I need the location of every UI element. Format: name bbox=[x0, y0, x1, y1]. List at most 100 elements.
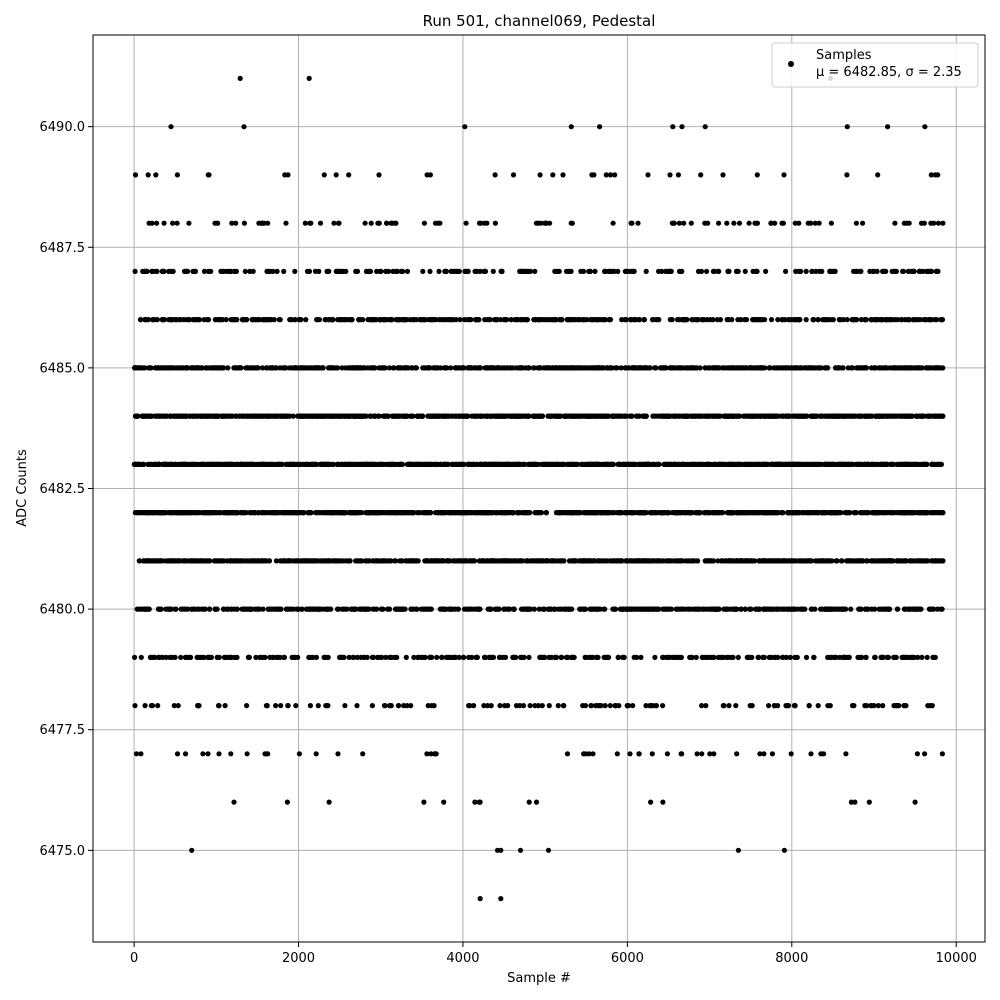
data-point bbox=[730, 606, 736, 612]
data-point bbox=[314, 461, 320, 467]
data-point bbox=[555, 558, 561, 564]
data-point bbox=[863, 654, 869, 661]
data-point bbox=[384, 509, 390, 516]
data-point bbox=[648, 703, 655, 709]
data-point bbox=[213, 558, 219, 564]
data-point bbox=[914, 751, 921, 757]
data-point bbox=[746, 654, 752, 661]
data-point bbox=[905, 654, 911, 661]
data-point bbox=[441, 799, 447, 805]
data-point bbox=[221, 509, 227, 516]
data-point bbox=[728, 413, 734, 419]
data-point bbox=[340, 461, 346, 467]
data-point bbox=[304, 606, 310, 612]
data-point bbox=[631, 654, 637, 661]
data-point bbox=[692, 461, 698, 467]
data-point bbox=[259, 413, 265, 419]
data-point bbox=[916, 606, 922, 612]
data-point bbox=[940, 558, 946, 564]
data-point bbox=[787, 654, 793, 661]
data-point bbox=[487, 654, 493, 661]
data-point bbox=[679, 606, 685, 612]
data-point bbox=[133, 751, 140, 757]
data-point bbox=[783, 703, 789, 709]
data-point bbox=[668, 606, 675, 612]
data-point bbox=[219, 413, 225, 419]
data-point bbox=[155, 413, 162, 419]
data-point bbox=[303, 558, 309, 564]
data-point bbox=[171, 703, 177, 709]
data-point bbox=[220, 606, 227, 612]
data-point bbox=[821, 509, 827, 516]
data-point bbox=[190, 509, 196, 516]
data-point bbox=[808, 751, 814, 757]
data-point bbox=[142, 703, 148, 709]
data-point bbox=[525, 461, 531, 467]
data-point bbox=[679, 558, 685, 564]
data-point bbox=[636, 413, 643, 419]
data-point bbox=[199, 461, 205, 467]
data-point bbox=[479, 413, 485, 419]
data-point bbox=[872, 509, 878, 516]
data-point bbox=[442, 606, 448, 612]
data-point bbox=[232, 509, 238, 516]
data-point bbox=[623, 509, 629, 516]
data-point bbox=[272, 413, 279, 419]
data-point bbox=[393, 558, 399, 564]
data-point bbox=[663, 461, 670, 467]
data-point bbox=[222, 703, 228, 709]
data-point bbox=[174, 751, 181, 757]
data-point bbox=[658, 413, 664, 419]
data-point bbox=[641, 558, 647, 564]
data-point bbox=[283, 461, 289, 467]
data-point bbox=[541, 654, 547, 661]
data-point bbox=[142, 606, 149, 612]
data-point bbox=[607, 703, 613, 709]
data-point bbox=[895, 606, 901, 612]
data-point bbox=[135, 509, 141, 516]
data-point bbox=[163, 654, 169, 661]
data-point bbox=[484, 413, 491, 419]
data-point bbox=[406, 461, 412, 467]
data-point bbox=[755, 461, 761, 467]
data-point bbox=[764, 509, 770, 516]
data-point bbox=[192, 606, 198, 612]
data-point bbox=[538, 509, 544, 516]
data-point bbox=[473, 413, 479, 419]
data-point bbox=[247, 509, 253, 516]
data-point bbox=[939, 751, 946, 757]
data-point bbox=[741, 413, 747, 419]
data-point bbox=[687, 654, 693, 661]
data-point bbox=[411, 654, 417, 661]
data-point bbox=[519, 558, 525, 564]
data-point bbox=[903, 413, 910, 419]
data-point bbox=[811, 413, 817, 419]
data-point bbox=[307, 509, 313, 516]
data-point bbox=[581, 413, 588, 419]
data-point bbox=[853, 413, 859, 419]
data-point bbox=[397, 606, 403, 612]
data-point bbox=[925, 703, 931, 709]
data-point bbox=[321, 413, 327, 419]
data-point bbox=[427, 654, 433, 661]
data-point bbox=[262, 654, 268, 661]
data-point bbox=[214, 413, 220, 419]
data-point bbox=[843, 751, 849, 757]
data-point bbox=[893, 654, 899, 661]
data-point bbox=[408, 703, 414, 709]
data-point bbox=[871, 703, 877, 709]
data-point bbox=[268, 461, 274, 467]
data-point bbox=[453, 413, 459, 419]
data-point bbox=[747, 461, 753, 467]
data-point bbox=[428, 413, 434, 419]
data-point bbox=[743, 558, 749, 564]
data-point bbox=[564, 654, 570, 661]
data-point bbox=[799, 606, 806, 612]
data-point bbox=[803, 654, 810, 661]
data-point bbox=[254, 413, 260, 419]
data-point bbox=[561, 703, 567, 709]
data-point bbox=[678, 751, 684, 757]
data-point bbox=[428, 751, 434, 757]
data-point bbox=[174, 413, 180, 419]
data-point bbox=[663, 413, 669, 419]
